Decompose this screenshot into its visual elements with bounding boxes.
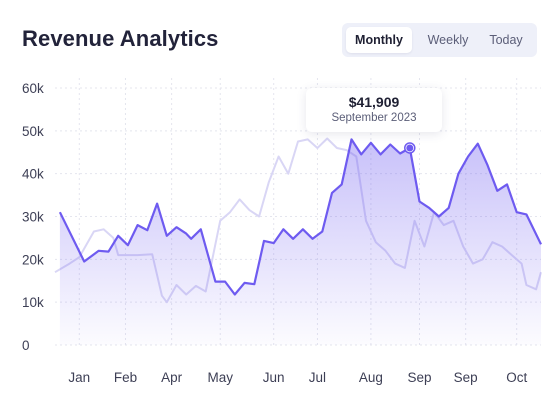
x-tick-label: May	[207, 370, 233, 385]
period-selector: Monthly Weekly Today	[342, 23, 537, 57]
x-tick-label: Jan	[68, 370, 90, 385]
x-tick-label: Feb	[114, 370, 137, 385]
y-tick-label: 40k	[22, 167, 44, 182]
tab-today[interactable]: Today	[489, 33, 523, 47]
y-tick-label: 30k	[22, 210, 44, 225]
x-tick-label: Sep	[454, 370, 478, 385]
data-tooltip: $41,909 September 2023	[306, 88, 442, 132]
tab-weekly[interactable]: Weekly	[427, 33, 469, 47]
primary-series-area	[59, 139, 542, 345]
y-tick-label: 50k	[22, 124, 44, 139]
x-tick-label: Oct	[506, 370, 527, 385]
primary-series-line	[58, 138, 542, 296]
y-tick-label: 0	[22, 338, 30, 353]
x-tick-label: Apr	[161, 370, 183, 385]
x-tick-label: Jun	[263, 370, 285, 385]
highlight-point[interactable]	[406, 144, 414, 152]
tab-monthly[interactable]: Monthly	[346, 27, 412, 53]
y-tick-label: 10k	[22, 295, 44, 310]
y-axis: 0 10k 20k 30k 40k 50k 60k	[22, 81, 44, 353]
tooltip-value: $41,909	[348, 94, 400, 110]
tooltip-label: September 2023	[331, 112, 417, 124]
y-tick-label: 60k	[22, 81, 44, 96]
x-tick-label: Aug	[359, 370, 383, 385]
x-tick-label: Jul	[309, 370, 326, 385]
y-tick-label: 20k	[22, 252, 44, 267]
x-tick-label: Sep	[407, 370, 431, 385]
page-title: Revenue Analytics	[22, 26, 219, 51]
series-layer	[54, 137, 542, 345]
x-axis: Jan Feb Apr May Jun Jul Aug Sep Sep Oct	[68, 370, 527, 385]
